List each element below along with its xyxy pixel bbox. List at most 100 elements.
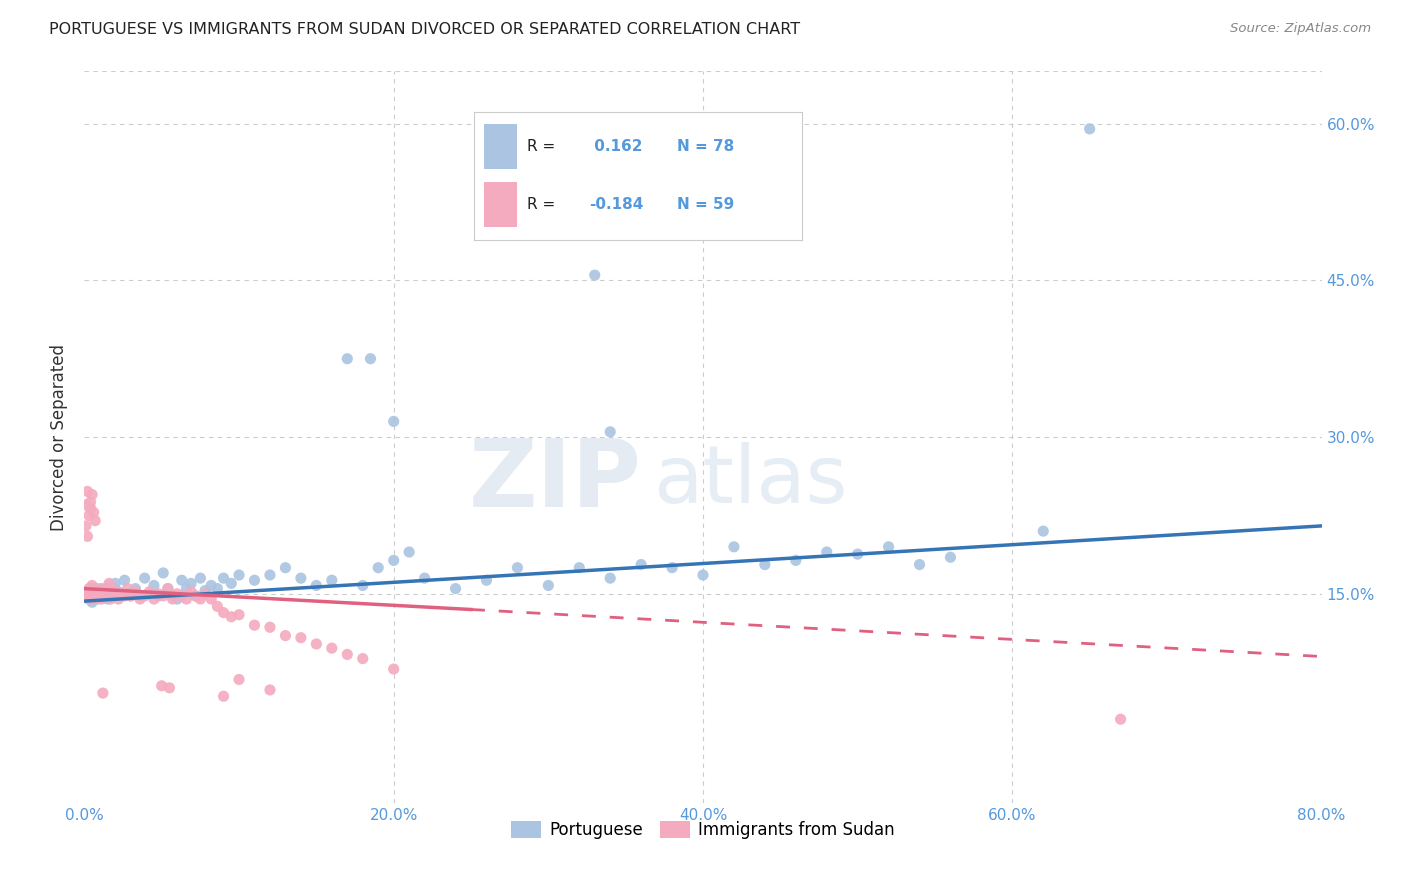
Point xyxy=(94,583,117,598)
Point xyxy=(148,589,170,603)
Point xyxy=(243,618,266,632)
Point xyxy=(120,589,142,603)
Point xyxy=(114,573,136,587)
Point xyxy=(76,529,98,543)
Point xyxy=(96,589,118,603)
Point xyxy=(98,576,121,591)
Point xyxy=(200,592,222,607)
Point xyxy=(184,589,207,603)
Point xyxy=(84,514,107,528)
Point xyxy=(170,589,193,603)
Point xyxy=(100,592,122,607)
Point xyxy=(274,629,297,643)
Point xyxy=(89,589,111,603)
Point xyxy=(692,568,714,582)
Point xyxy=(82,487,104,501)
Point xyxy=(82,578,104,592)
Point xyxy=(785,553,807,567)
Point xyxy=(321,641,343,656)
Point xyxy=(76,484,98,499)
Point xyxy=(91,584,114,599)
Point xyxy=(117,582,139,596)
Point xyxy=(583,268,606,282)
Point xyxy=(305,578,328,592)
Point xyxy=(89,587,111,601)
Point xyxy=(166,592,188,607)
Point xyxy=(148,587,170,601)
Point xyxy=(110,589,132,603)
Point xyxy=(537,578,560,592)
Point xyxy=(83,587,105,601)
Point xyxy=(152,589,174,603)
Point xyxy=(79,589,101,603)
Point xyxy=(170,573,193,587)
Text: atlas: atlas xyxy=(654,442,848,520)
Point xyxy=(367,560,389,574)
Point xyxy=(305,637,328,651)
Point xyxy=(815,545,838,559)
Point xyxy=(176,592,198,607)
Text: Source: ZipAtlas.com: Source: ZipAtlas.com xyxy=(1230,22,1371,36)
Point xyxy=(120,589,142,603)
Point xyxy=(87,592,110,607)
Point xyxy=(82,587,104,601)
Point xyxy=(86,582,108,596)
Point xyxy=(1078,121,1101,136)
Point xyxy=(79,589,101,603)
Point xyxy=(134,589,156,603)
Point xyxy=(76,587,98,601)
Point xyxy=(207,599,229,614)
Point xyxy=(290,571,312,585)
Point xyxy=(124,582,146,596)
Point xyxy=(138,584,160,599)
Point xyxy=(77,582,100,596)
Point xyxy=(76,584,98,599)
Point xyxy=(156,582,179,596)
Point xyxy=(212,606,235,620)
Point xyxy=(336,351,359,366)
Point xyxy=(212,690,235,704)
Point xyxy=(599,425,621,439)
Point xyxy=(382,553,405,567)
Point xyxy=(87,589,110,603)
Point xyxy=(90,592,112,607)
Point xyxy=(103,582,125,596)
Point xyxy=(152,566,174,580)
Point xyxy=(908,558,931,572)
Point xyxy=(143,592,166,607)
Point xyxy=(661,560,683,574)
Point xyxy=(129,589,152,603)
Point xyxy=(98,578,121,592)
Point xyxy=(114,589,136,603)
Point xyxy=(75,519,97,533)
Y-axis label: Divorced or Separated: Divorced or Separated xyxy=(51,343,69,531)
Point xyxy=(219,576,242,591)
Point xyxy=(1109,712,1132,726)
Point xyxy=(143,578,166,592)
Point xyxy=(83,592,105,607)
Point xyxy=(398,545,420,559)
Point xyxy=(228,673,250,687)
Point xyxy=(75,589,97,603)
Point xyxy=(194,587,217,601)
Point xyxy=(352,578,374,592)
Point xyxy=(91,686,114,700)
Point xyxy=(93,589,115,603)
Point xyxy=(162,589,184,603)
Point xyxy=(77,592,100,607)
Point xyxy=(877,540,900,554)
Point xyxy=(413,571,436,585)
Point xyxy=(84,590,107,604)
Point xyxy=(243,573,266,587)
Point xyxy=(180,576,202,591)
Point xyxy=(475,573,498,587)
Point xyxy=(101,582,124,596)
Point xyxy=(79,501,101,516)
Point xyxy=(117,587,139,601)
Point xyxy=(444,582,467,596)
Point xyxy=(90,582,112,596)
Point xyxy=(228,568,250,582)
Point xyxy=(82,582,104,596)
Point xyxy=(723,540,745,554)
Point xyxy=(124,584,146,599)
